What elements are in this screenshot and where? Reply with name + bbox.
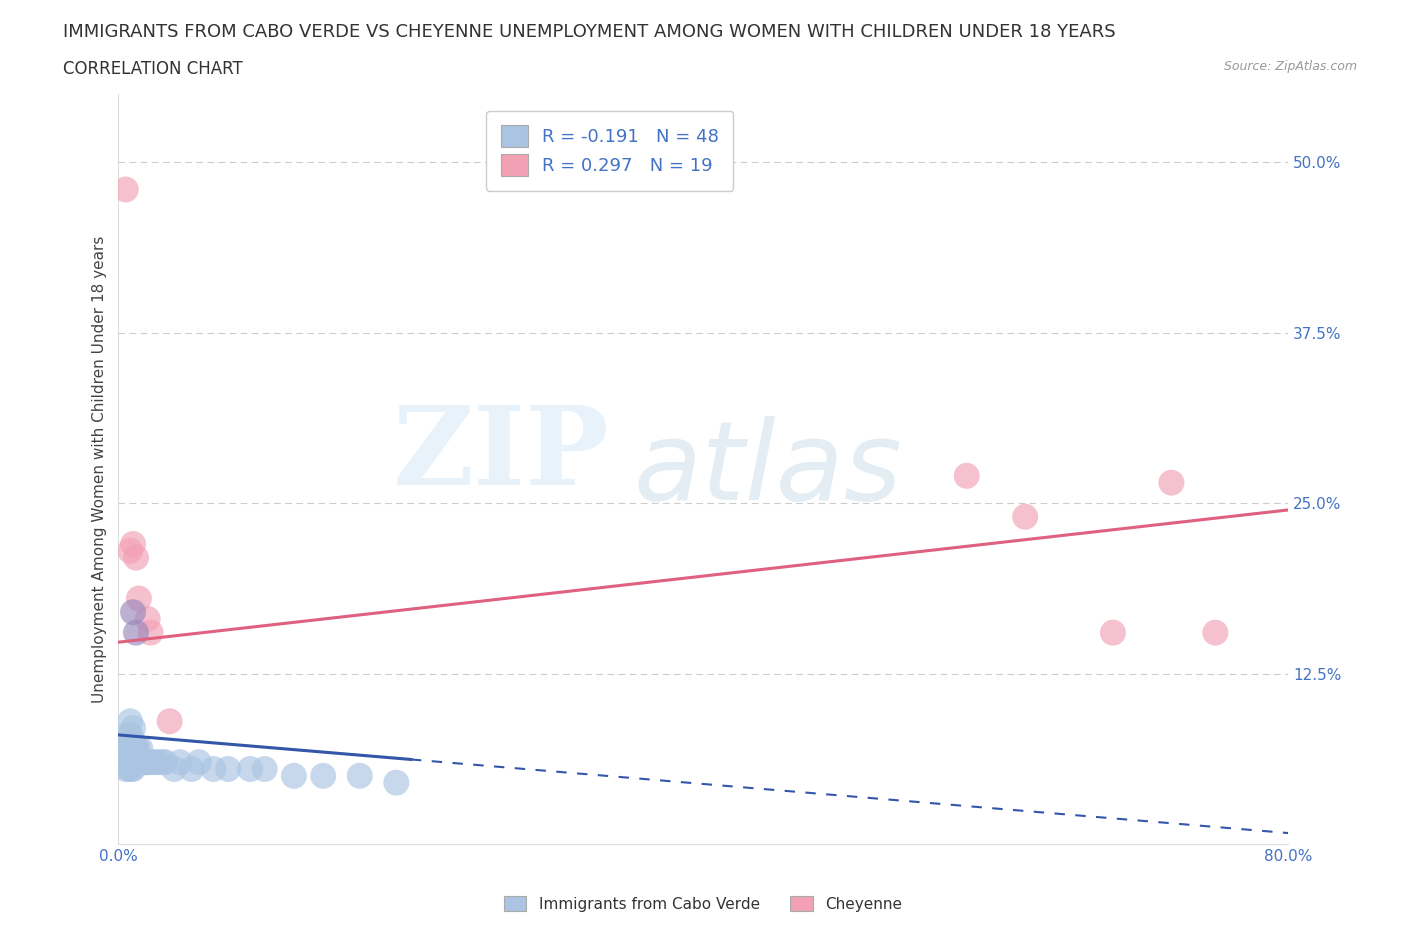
Point (146, 755, 169, 770)
Point (253, 762, 276, 777)
Point (385, 776, 408, 790)
Point (283, 768, 305, 783)
Point (1014, 510, 1036, 525)
Point (122, 604, 145, 619)
Point (122, 748, 145, 763)
Point (125, 741, 148, 756)
Point (120, 714, 142, 729)
Point (312, 768, 335, 783)
Point (120, 543, 142, 558)
Point (143, 755, 166, 770)
Point (135, 755, 157, 770)
Point (132, 755, 155, 770)
Point (956, 469, 979, 484)
Point (128, 591, 150, 606)
Legend: Immigrants from Cabo Verde, Cheyenne: Immigrants from Cabo Verde, Cheyenne (498, 889, 908, 918)
Text: CORRELATION CHART: CORRELATION CHART (63, 60, 243, 78)
Point (120, 727, 142, 742)
Point (134, 755, 156, 770)
Point (187, 755, 209, 770)
Point (217, 762, 239, 777)
Point (129, 741, 152, 756)
Point (127, 741, 149, 756)
Point (159, 714, 181, 729)
Point (202, 762, 225, 777)
Point (180, 762, 202, 777)
Point (122, 762, 145, 777)
Point (129, 755, 152, 770)
Point (121, 735, 143, 750)
Point (239, 762, 262, 777)
Point (118, 762, 141, 777)
Point (122, 721, 145, 736)
Point (122, 537, 145, 551)
Point (136, 755, 159, 770)
Point (349, 768, 371, 783)
Point (163, 762, 186, 777)
Point (118, 727, 141, 742)
Point (1204, 625, 1226, 640)
Point (124, 741, 146, 756)
Point (115, 755, 138, 770)
Text: atlas: atlas (633, 416, 901, 523)
Point (114, 182, 136, 197)
Point (125, 625, 148, 640)
Point (139, 755, 162, 770)
Point (121, 748, 143, 763)
Text: ZIP: ZIP (394, 401, 610, 508)
Point (125, 755, 148, 770)
Point (120, 755, 142, 770)
Point (115, 741, 138, 756)
Point (120, 741, 142, 756)
Point (131, 755, 153, 770)
Point (150, 755, 173, 770)
Point (136, 612, 159, 627)
Point (124, 755, 146, 770)
Text: Source: ZipAtlas.com: Source: ZipAtlas.com (1223, 60, 1357, 73)
Text: IMMIGRANTS FROM CABO VERDE VS CHEYENNE UNEMPLOYMENT AMONG WOMEN WITH CHILDREN UN: IMMIGRANTS FROM CABO VERDE VS CHEYENNE U… (63, 23, 1116, 41)
Point (139, 625, 162, 640)
Point (169, 755, 191, 770)
Point (128, 755, 150, 770)
Point (155, 755, 177, 770)
Point (127, 755, 149, 770)
Point (125, 551, 148, 565)
Point (1102, 625, 1125, 640)
Point (122, 735, 145, 750)
Y-axis label: Unemployment Among Women with Children Under 18 years: Unemployment Among Women with Children U… (93, 235, 107, 703)
Point (1160, 475, 1182, 490)
Point (118, 748, 141, 763)
Point (121, 762, 143, 777)
Point (114, 762, 136, 777)
Legend: R = -0.191   N = 48, R = 0.297   N = 19: R = -0.191 N = 48, R = 0.297 N = 19 (486, 111, 734, 191)
